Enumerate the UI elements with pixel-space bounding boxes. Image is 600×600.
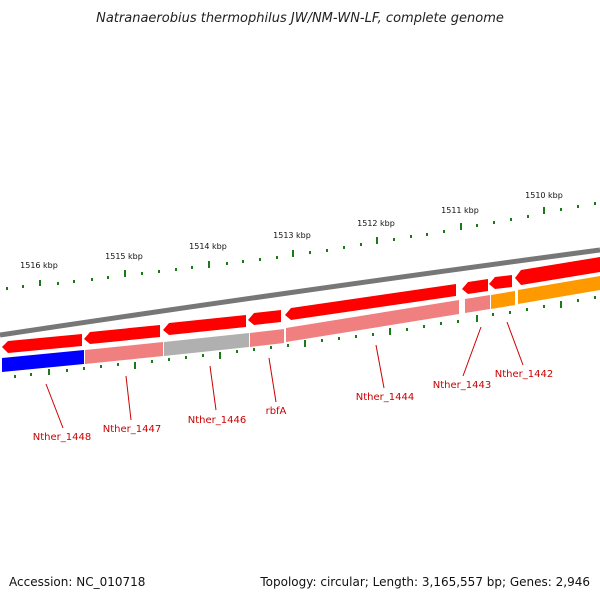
- leader-line-1442: [506, 321, 524, 366]
- ruler-label-1514: 1514 kbp: [189, 242, 227, 251]
- feature-arrow-1444[interactable]: [285, 284, 456, 320]
- cds-bar-1446[interactable]: [164, 333, 249, 356]
- gene-label-1444[interactable]: Nther_1444: [356, 392, 414, 403]
- ruler-label-1510: 1510 kbp: [525, 191, 563, 200]
- cds-bar-1447[interactable]: [85, 342, 163, 364]
- cds-bar-rbfA[interactable]: [250, 329, 284, 347]
- gene-label-1447[interactable]: Nther_1447: [103, 424, 161, 435]
- leader-line-1443: [462, 326, 482, 377]
- backbone-line: [0, 247, 600, 338]
- leader-line-rbfA: [268, 357, 277, 403]
- leader-line-1448: [45, 383, 64, 429]
- feature-arrow-1442[interactable]: [489, 275, 512, 289]
- map-title: Natranaerobius thermophilus JW/NM-WN-LF,…: [96, 11, 504, 26]
- feature-arrow-1448[interactable]: [2, 334, 82, 353]
- feature-arrow-rbfA[interactable]: [248, 310, 281, 325]
- cds-bar-1448[interactable]: [2, 350, 84, 372]
- cds-bar-1444[interactable]: [286, 300, 459, 342]
- ruler-label-1515: 1515 kbp: [105, 252, 143, 261]
- upper-ruler: 1516 kbp 1515 kbp 1514 kbp 1513 kbp 1512…: [6, 191, 596, 290]
- gene-label-1442[interactable]: Nther_1442: [495, 369, 553, 380]
- lower-ruler: [14, 296, 596, 378]
- gene-label-1448[interactable]: Nther_1448: [33, 432, 91, 443]
- ruler-label-1511: 1511 kbp: [441, 206, 479, 215]
- feature-arrow-1447[interactable]: [84, 325, 160, 344]
- leader-line-1444: [375, 344, 385, 389]
- cds-bar-1442[interactable]: [491, 291, 515, 309]
- cds-bar-1443[interactable]: [465, 295, 490, 313]
- leader-line-1446: [209, 365, 217, 411]
- ruler-label-1512: 1512 kbp: [357, 219, 395, 228]
- gene-leader-lines: [45, 321, 524, 429]
- leader-line-1447: [125, 375, 132, 421]
- forward-features: [2, 257, 600, 353]
- feature-arrow-next[interactable]: [515, 257, 600, 285]
- cds-bar-next[interactable]: [518, 276, 600, 304]
- topology-label: Topology: circular; Length: 3,165,557 bp…: [260, 575, 590, 589]
- accession-label: Accession: NC_010718: [9, 575, 146, 589]
- gene-label-1443[interactable]: Nther_1443: [433, 380, 491, 391]
- feature-arrow-1446[interactable]: [163, 315, 246, 335]
- feature-arrow-1443[interactable]: [462, 279, 488, 294]
- ruler-label-1516: 1516 kbp: [20, 261, 58, 270]
- gene-label-rbfA[interactable]: rbfA: [266, 406, 287, 417]
- cds-features: [2, 276, 600, 372]
- gene-label-1446[interactable]: Nther_1446: [188, 415, 246, 426]
- ruler-label-1513: 1513 kbp: [273, 231, 311, 240]
